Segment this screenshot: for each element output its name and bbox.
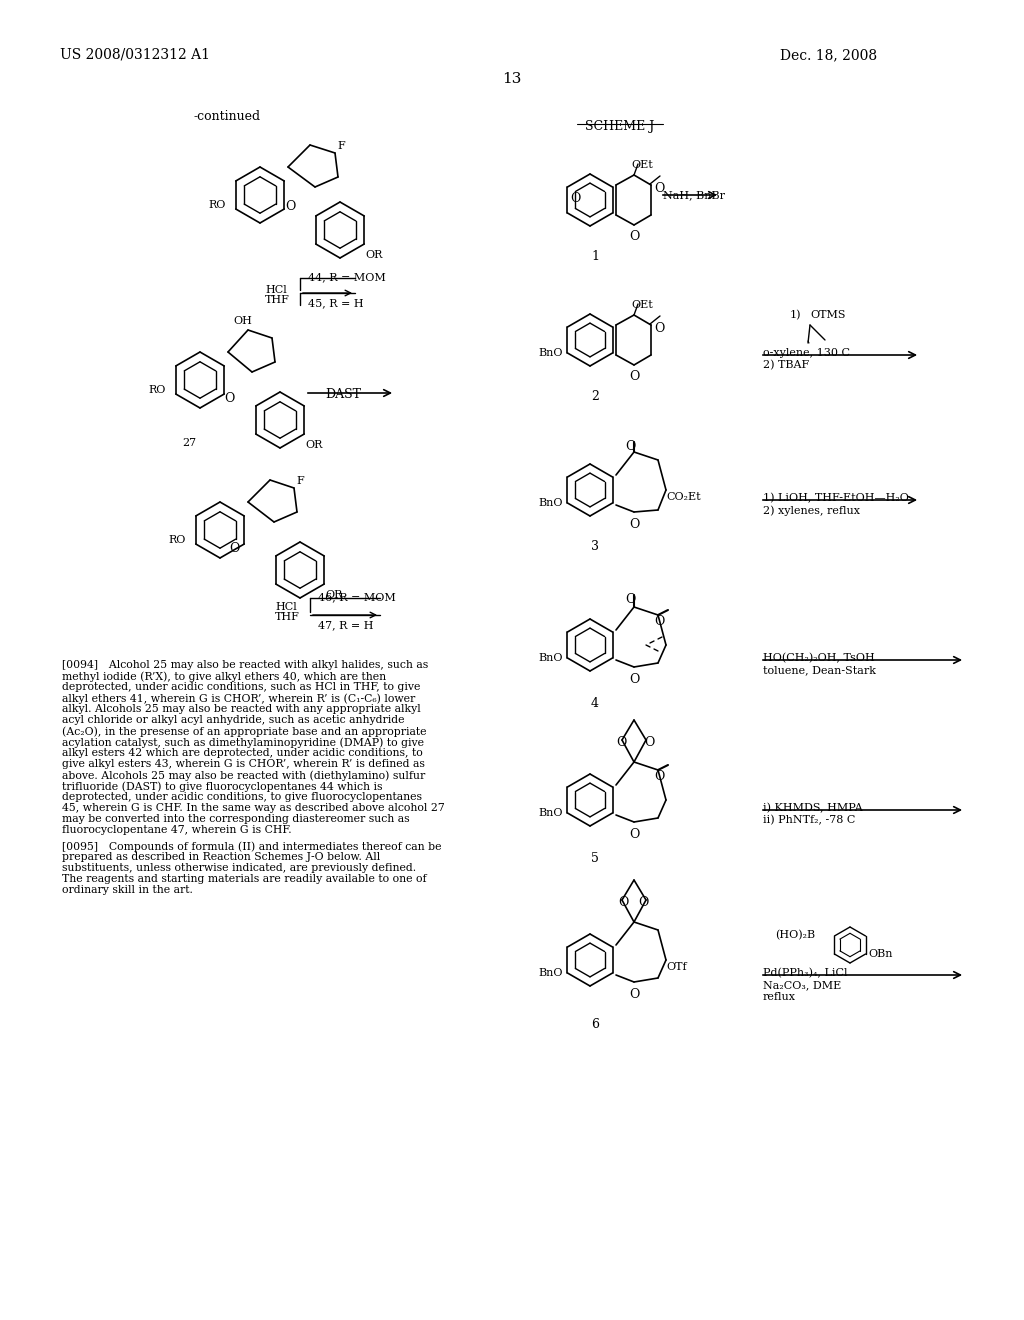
Text: o-xylene, 130 C: o-xylene, 130 C (763, 348, 850, 358)
Text: give alkyl esters 43, wherein G is CHOR’, wherein R’ is defined as: give alkyl esters 43, wherein G is CHOR’… (62, 759, 425, 770)
Text: RO: RO (148, 385, 165, 395)
Text: BnO: BnO (538, 348, 562, 358)
Text: 45, R = H: 45, R = H (308, 298, 364, 308)
Text: O: O (629, 517, 639, 531)
Text: Na₂CO₃, DME: Na₂CO₃, DME (763, 979, 842, 990)
Text: 2) xylenes, reflux: 2) xylenes, reflux (763, 506, 860, 516)
Text: substituents, unless otherwise indicated, are previously defined.: substituents, unless otherwise indicated… (62, 863, 416, 873)
Text: 2) TBAF: 2) TBAF (763, 360, 809, 371)
Text: OTMS: OTMS (810, 310, 846, 319)
Text: may be converted into the corresponding diastereomer such as: may be converted into the corresponding … (62, 814, 410, 824)
Text: 44, R = MOM: 44, R = MOM (308, 272, 386, 282)
Text: HCl: HCl (275, 602, 297, 612)
Text: Dec. 18, 2008: Dec. 18, 2008 (780, 48, 878, 62)
Text: RO: RO (208, 201, 225, 210)
Text: OR: OR (305, 440, 323, 450)
Text: O: O (629, 987, 639, 1001)
Text: O: O (654, 322, 665, 335)
Text: alkyl. Alcohols 25 may also be reacted with any appropriate alkyl: alkyl. Alcohols 25 may also be reacted w… (62, 704, 421, 714)
Text: OBn: OBn (868, 949, 893, 960)
Text: i) KHMDS, HMPA: i) KHMDS, HMPA (763, 803, 863, 813)
Text: O: O (618, 896, 629, 909)
Text: alkyl ethers 41, wherein G is CHOR’, wherein R’ is (C₁-C₆) lower: alkyl ethers 41, wherein G is CHOR’, whe… (62, 693, 416, 704)
Text: 13: 13 (503, 73, 521, 86)
Text: ordinary skill in the art.: ordinary skill in the art. (62, 884, 193, 895)
Text: OR: OR (365, 249, 382, 260)
Text: O: O (625, 593, 635, 606)
Text: RO: RO (168, 535, 185, 545)
Text: O: O (629, 828, 639, 841)
Text: reflux: reflux (763, 993, 796, 1002)
Text: BnO: BnO (538, 498, 562, 508)
Text: 6: 6 (591, 1018, 599, 1031)
Text: O: O (616, 737, 627, 748)
Text: 3: 3 (591, 540, 599, 553)
Text: (HO)₂B: (HO)₂B (775, 931, 815, 940)
Text: toluene, Dean-Stark: toluene, Dean-Stark (763, 665, 876, 675)
Text: DAST: DAST (325, 388, 361, 401)
Text: above. Alcohols 25 may also be reacted with (diethylamino) sulfur: above. Alcohols 25 may also be reacted w… (62, 770, 425, 780)
Text: deprotected, under acidic conditions, such as HCl in THF, to give: deprotected, under acidic conditions, su… (62, 682, 421, 692)
Text: Pd(PPh₃)₄, LiCl: Pd(PPh₃)₄, LiCl (763, 968, 848, 978)
Text: (Ac₂O), in the presense of an appropriate base and an appropriate: (Ac₂O), in the presense of an appropriat… (62, 726, 427, 737)
Text: O: O (625, 440, 635, 453)
Text: O: O (629, 370, 639, 383)
Text: -continued: -continued (193, 110, 260, 123)
Text: CO₂Et: CO₂Et (666, 492, 700, 502)
Text: F: F (337, 141, 345, 150)
Text: OTf: OTf (666, 962, 687, 972)
Text: O: O (654, 770, 665, 783)
Text: O: O (654, 182, 665, 195)
Text: 1: 1 (591, 249, 599, 263)
Text: BnO: BnO (538, 653, 562, 663)
Text: O: O (644, 737, 654, 748)
Text: [0095] Compounds of formula (II) and intermediates thereof can be: [0095] Compounds of formula (II) and int… (62, 841, 441, 851)
Text: O: O (224, 392, 234, 405)
Text: THF: THF (275, 612, 300, 622)
Text: 46, R = MOM: 46, R = MOM (318, 591, 395, 602)
Text: BnO: BnO (538, 968, 562, 978)
Text: O: O (638, 896, 648, 909)
Text: trifluoride (DAST) to give fluorocyclopentanes 44 which is: trifluoride (DAST) to give fluorocyclope… (62, 781, 383, 792)
Text: alkyl esters 42 which are deprotected, under acidic conditions, to: alkyl esters 42 which are deprotected, u… (62, 748, 423, 758)
Text: 2: 2 (591, 389, 599, 403)
Text: US 2008/0312312 A1: US 2008/0312312 A1 (60, 48, 210, 62)
Text: OEt: OEt (631, 160, 652, 170)
Text: deprotected, under acidic conditions, to give fluorocyclopentanes: deprotected, under acidic conditions, to… (62, 792, 422, 803)
Text: SCHEME J: SCHEME J (586, 120, 654, 133)
Text: HCl: HCl (265, 285, 287, 294)
Text: 1) LiOH, THF-EtOH—H₂O: 1) LiOH, THF-EtOH—H₂O (763, 492, 909, 503)
Text: 27: 27 (182, 438, 197, 447)
Text: prepared as described in Reaction Schemes J-O below. All: prepared as described in Reaction Scheme… (62, 851, 380, 862)
Text: 5: 5 (591, 851, 599, 865)
Text: methyl iodide (R’X), to give alkyl ethers 40, which are then: methyl iodide (R’X), to give alkyl ether… (62, 671, 386, 681)
Text: 45, wherein G is CHF. In the same way as described above alcohol 27: 45, wherein G is CHF. In the same way as… (62, 803, 444, 813)
Text: HO(CH₂)₂OH, TsOH: HO(CH₂)₂OH, TsOH (763, 653, 874, 664)
Text: OEt: OEt (631, 300, 652, 310)
Text: O: O (285, 201, 295, 214)
Text: OH: OH (233, 315, 252, 326)
Text: BnO: BnO (538, 808, 562, 818)
Text: 4: 4 (591, 697, 599, 710)
Text: ii) PhNTf₂, -78 C: ii) PhNTf₂, -78 C (763, 814, 855, 825)
Text: fluorocyclopentane 47, wherein G is CHF.: fluorocyclopentane 47, wherein G is CHF. (62, 825, 292, 836)
Text: O: O (629, 230, 639, 243)
Text: O: O (629, 673, 639, 686)
Text: THF: THF (265, 294, 290, 305)
Text: O: O (570, 191, 581, 205)
Text: O: O (654, 615, 665, 628)
Text: 47, R = H: 47, R = H (318, 620, 374, 630)
Text: The reagents and starting materials are readily available to one of: The reagents and starting materials are … (62, 874, 427, 884)
Text: F: F (296, 477, 304, 486)
Text: acyl chloride or alkyl acyl anhydride, such as acetic anhydride: acyl chloride or alkyl acyl anhydride, s… (62, 715, 404, 725)
Text: acylation catalyst, such as dimethylaminopyridine (DMAP) to give: acylation catalyst, such as dimethylamin… (62, 737, 424, 747)
Text: OR: OR (325, 590, 342, 601)
Text: NaH, BnBr: NaH, BnBr (663, 190, 725, 201)
Text: [0094] Alcohol 25 may also be reacted with alkyl halides, such as: [0094] Alcohol 25 may also be reacted wi… (62, 660, 428, 671)
Text: O: O (228, 543, 240, 554)
Text: 1): 1) (790, 310, 802, 321)
